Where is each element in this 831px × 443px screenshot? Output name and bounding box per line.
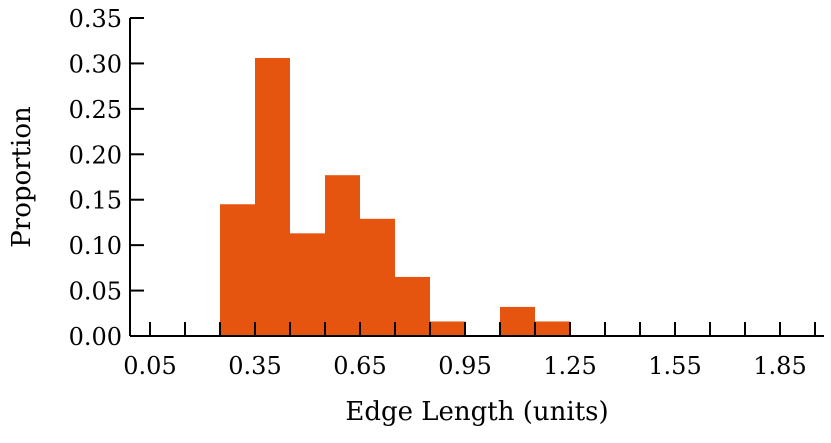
- y-axis-title: Proportion: [7, 106, 37, 248]
- histogram-bar: [430, 321, 465, 336]
- y-tick-label: 0.10: [69, 232, 122, 260]
- y-tick-label: 0.00: [69, 323, 122, 351]
- histogram-bar: [395, 276, 430, 336]
- y-tick-label: 0.25: [69, 96, 122, 124]
- x-tick-label: 0.05: [123, 352, 176, 380]
- x-tick-label: 1.85: [753, 352, 806, 380]
- histogram-bar: [255, 57, 290, 336]
- histogram-bar: [220, 204, 255, 336]
- y-tick-label: 0.15: [69, 187, 122, 215]
- y-tick-label: 0.05: [69, 278, 122, 306]
- x-tick-label: 1.25: [543, 352, 596, 380]
- histogram-bar: [500, 306, 535, 336]
- x-tick-label: 0.65: [333, 352, 386, 380]
- x-axis-title: Edge Length (units): [345, 397, 608, 427]
- x-tick-label: 1.55: [648, 352, 701, 380]
- bars: [220, 57, 570, 336]
- x-tick-label: 0.35: [228, 352, 281, 380]
- y-tick-label: 0.35: [69, 5, 122, 33]
- y-tick-label: 0.30: [69, 50, 122, 78]
- y-ticks: 0.00 0.05 0.10 0.15 0.20 0.25 0.30 0.35: [69, 5, 144, 351]
- histogram-bar: [535, 321, 570, 336]
- histogram-bar: [325, 175, 360, 336]
- histogram-bar: [290, 233, 325, 336]
- histogram-bar: [360, 218, 395, 336]
- x-tick-label: 0.95: [438, 352, 491, 380]
- x-ticks: 0.05 0.35 0.65 0.95 1.25 1.55 1.85: [123, 322, 816, 380]
- y-tick-label: 0.20: [69, 141, 122, 169]
